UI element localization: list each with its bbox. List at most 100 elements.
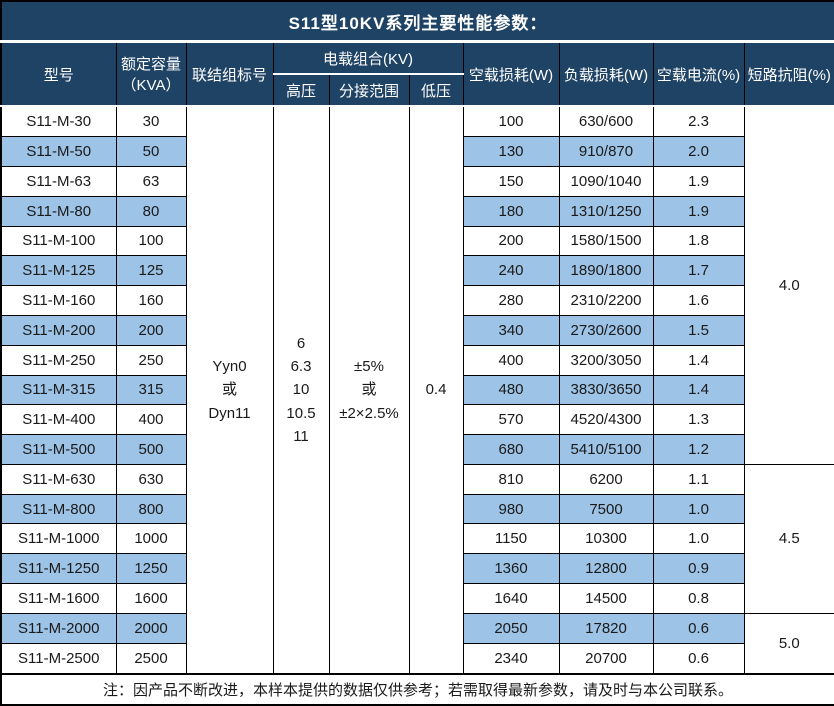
cell-no-load-current: 1.9 [652, 165, 745, 197]
cell-no-load-loss: 980 [462, 493, 560, 525]
cell-capacity: 500 [115, 434, 187, 465]
cell-tap-range-merged: ±5% 或 ±2×2.5% [328, 105, 410, 675]
table-row: S11-M-1600 1600 1640 14500 0.8 [0, 583, 834, 614]
cell-model: S11-M-63 [0, 165, 117, 197]
cell-no-load-loss: 810 [462, 463, 560, 495]
cell-no-load-loss: 2050 [462, 612, 560, 644]
cell-load-loss: 2310/2200 [558, 285, 654, 316]
table-row: S11-M-50 50 130 910/870 2.0 [0, 136, 834, 167]
table-row: S11-M-80 80 180 1310/1250 1.9 [0, 195, 834, 227]
cell-no-load-loss: 240 [462, 255, 560, 287]
cell-no-load-current: 2.3 [652, 105, 745, 138]
cell-impedance-merged: 5.0 [743, 612, 834, 675]
cell-model: S11-M-250 [0, 344, 117, 376]
cell-capacity: 250 [115, 344, 187, 376]
cell-capacity: 200 [115, 314, 187, 346]
cell-model: S11-M-125 [0, 255, 117, 287]
cell-load-loss: 4520/4300 [558, 404, 654, 436]
table-row: S11-M-2000 2000 2050 17820 0.6 5.0 [0, 612, 834, 675]
cell-no-load-loss: 400 [462, 344, 560, 376]
cell-impedance-merged: 4.0 [743, 105, 834, 465]
cell-model: S11-M-1000 [0, 523, 117, 555]
cell-capacity: 1000 [115, 523, 187, 555]
cell-capacity: 63 [115, 165, 187, 197]
cell-no-load-current: 0.8 [652, 583, 745, 614]
cell-capacity: 160 [115, 285, 187, 316]
cell-load-loss: 630/600 [558, 105, 654, 138]
col-header-model: 型号 [0, 41, 117, 107]
cell-capacity: 800 [115, 493, 187, 525]
cell-no-load-loss: 1360 [462, 553, 560, 585]
cell-model: S11-M-500 [0, 434, 117, 465]
cell-load-loss: 17820 [558, 612, 654, 644]
cell-no-load-current: 1.3 [652, 404, 745, 436]
cell-impedance-merged: 4.5 [743, 463, 834, 614]
cell-capacity: 125 [115, 255, 187, 287]
cell-model: S11-M-1250 [0, 553, 117, 585]
col-header-impedance: 短路抗阻(%) [743, 41, 834, 107]
table-row: S11-M-315 315 480 3830/3650 1.4 [0, 374, 834, 406]
cell-no-load-loss: 1150 [462, 523, 560, 555]
cell-no-load-loss: 130 [462, 136, 560, 167]
cell-load-loss: 1890/1800 [558, 255, 654, 287]
col-header-no-load-current: 空载电流(%) [652, 41, 745, 107]
cell-high-voltage-merged: 6 6.3 10 10.5 11 [272, 105, 330, 675]
cell-load-loss: 6200 [558, 463, 654, 495]
cell-model: S11-M-200 [0, 314, 117, 346]
cell-no-load-loss: 2340 [462, 642, 560, 675]
table-row: S11-M-2500 2500 2340 20700 0.6 [0, 642, 834, 675]
page-title: S11型10KV系列主要性能参数： [0, 0, 834, 43]
cell-no-load-loss: 480 [462, 374, 560, 406]
cell-load-loss: 7500 [558, 493, 654, 525]
cell-no-load-loss: 340 [462, 314, 560, 346]
col-header-load-loss: 负载损耗(W) [558, 41, 654, 107]
cell-load-loss: 3830/3650 [558, 374, 654, 406]
cell-no-load-current: 2.0 [652, 136, 745, 167]
cell-no-load-loss: 570 [462, 404, 560, 436]
cell-connection-merged: Yyn0 或 Dyn11 [185, 105, 274, 675]
table-row: S11-M-125 125 240 1890/1800 1.7 [0, 255, 834, 287]
cell-no-load-current: 1.0 [652, 523, 745, 555]
cell-capacity: 2000 [115, 612, 187, 644]
cell-capacity: 30 [115, 105, 187, 138]
cell-model: S11-M-80 [0, 195, 117, 227]
cell-load-loss: 1090/1040 [558, 165, 654, 197]
cell-capacity: 2500 [115, 642, 187, 675]
table-row: S11-M-100 100 200 1580/1500 1.8 [0, 225, 834, 257]
cell-no-load-loss: 1640 [462, 583, 560, 614]
cell-load-loss: 910/870 [558, 136, 654, 167]
col-header-no-load-loss: 空载损耗(W) [462, 41, 560, 107]
table-row: S11-M-1250 1250 1360 12800 0.9 [0, 553, 834, 585]
table-row: S11-M-30 30 Yyn0 或 Dyn11 6 6.3 10 10.5 11 ±5… [0, 105, 834, 675]
table-row: S11-M-500 500 680 5410/5100 1.2 [0, 434, 834, 465]
col-header-capacity: 额定容量 （KVA） [115, 41, 187, 107]
cell-load-loss: 10300 [558, 523, 654, 555]
table-note: 注：因产品不断改进，本样本提供的数据仅供参考；若需取得最新参数，请及时与本公司联… [0, 673, 834, 706]
col-header-high-voltage: 高压 [272, 73, 330, 107]
cell-model: S11-M-1600 [0, 583, 117, 614]
cell-no-load-current: 1.5 [652, 314, 745, 346]
cell-model: S11-M-630 [0, 463, 117, 495]
cell-no-load-current: 1.9 [652, 195, 745, 227]
cell-no-load-current: 1.2 [652, 434, 745, 465]
col-header-low-voltage: 低压 [408, 73, 464, 107]
cell-low-voltage-merged: 0.4 [408, 105, 464, 675]
cell-no-load-loss: 680 [462, 434, 560, 465]
table-row: S11-M-630 630 810 6200 1.1 4.5 [0, 463, 834, 614]
cell-no-load-loss: 150 [462, 165, 560, 197]
cell-model: S11-M-315 [0, 374, 117, 406]
cell-load-loss: 12800 [558, 553, 654, 585]
cell-model: S11-M-800 [0, 493, 117, 525]
cell-capacity: 80 [115, 195, 187, 227]
cell-load-loss: 20700 [558, 642, 654, 675]
cell-no-load-loss: 200 [462, 225, 560, 257]
header-row-1: 型号 额定容量 （KVA） 联结组标号 电载组合(KV) 空载损耗(W) 负载损… [0, 41, 834, 107]
cell-no-load-current: 1.1 [652, 463, 745, 495]
table-row: S11-M-400 400 570 4520/4300 1.3 [0, 404, 834, 436]
table-body: S11-M-30 30 Yyn0 或 Dyn11 6 6.3 10 10.5 11 ±5… [0, 105, 834, 675]
col-header-connection: 联结组标号 [185, 41, 274, 107]
cell-load-loss: 2730/2600 [558, 314, 654, 346]
cell-no-load-current: 1.4 [652, 344, 745, 376]
cell-model: S11-M-160 [0, 285, 117, 316]
